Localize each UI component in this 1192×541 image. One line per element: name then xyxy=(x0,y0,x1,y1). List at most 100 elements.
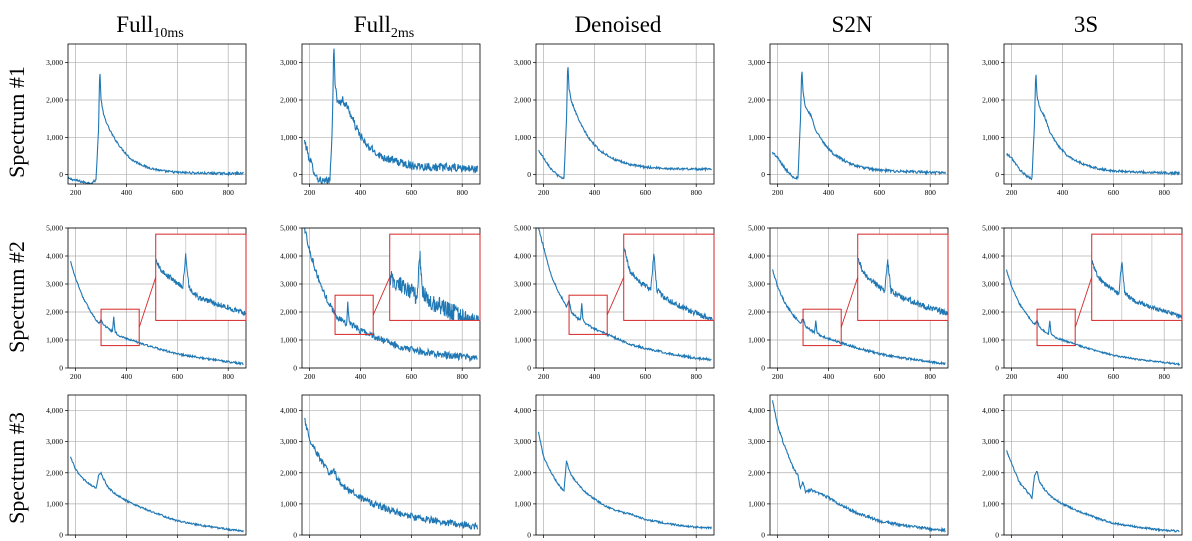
zoom-region-box xyxy=(334,294,374,335)
x-tick-label: 600 xyxy=(172,372,184,381)
spectrum-line xyxy=(303,48,479,184)
x-tick-label: 800 xyxy=(691,188,703,197)
zoom-inset-line xyxy=(1091,260,1182,319)
x-tick-label: 800 xyxy=(925,539,937,541)
x-tick-label: 400 xyxy=(823,539,835,541)
column-title-denoised: Denoised xyxy=(574,12,662,37)
subplot-r1-c1: 200 400 600 800 0 1,000 2,000 3,000 xyxy=(46,43,247,197)
y-tick-label: 0 xyxy=(59,170,63,179)
y-tick-label: 3,000 xyxy=(46,58,63,67)
x-tick-label: 600 xyxy=(1108,539,1120,541)
axes-frame xyxy=(301,43,481,185)
y-tick-label: 2,000 xyxy=(982,468,999,477)
x-tick-label: 800 xyxy=(223,372,235,381)
y-tick-label: 0 xyxy=(527,364,531,373)
y-tick-label: 3,000 xyxy=(46,280,63,289)
x-tick-label: 400 xyxy=(355,539,367,541)
x-tick-label: 800 xyxy=(1159,372,1171,381)
x-tick-label: 800 xyxy=(691,539,703,541)
y-tick-label: 0 xyxy=(293,531,297,540)
y-tick-label: 2,000 xyxy=(280,96,297,105)
axes-frame xyxy=(1003,43,1183,185)
y-tick-label: 2,000 xyxy=(280,308,297,317)
y-tick-label: 0 xyxy=(761,170,765,179)
x-tick-label: 800 xyxy=(457,188,469,197)
spectrum-line xyxy=(304,228,478,363)
y-tick-label: 4,000 xyxy=(982,406,999,415)
zoom-inset-frame xyxy=(1091,233,1183,321)
y-tick-label: 4,000 xyxy=(280,252,297,261)
spectrum-line xyxy=(68,73,244,184)
x-tick-label: 200 xyxy=(1006,188,1018,197)
axes-frame xyxy=(67,394,247,536)
y-tick-label: 2,000 xyxy=(514,96,531,105)
x-tick-label: 600 xyxy=(640,539,652,541)
y-tick-label: 4,000 xyxy=(982,252,999,261)
y-tick-label: 2,000 xyxy=(514,468,531,477)
subplot-r3-c2: 200 400 600 800 0 1,000 2,000 3,000 4,000 xyxy=(280,394,481,541)
y-tick-label: 1,000 xyxy=(514,133,531,142)
y-tick-label: 1,000 xyxy=(748,336,765,345)
y-tick-label: 3,000 xyxy=(280,58,297,67)
y-tick-label: 2,000 xyxy=(982,96,999,105)
zoom-connector xyxy=(138,277,157,328)
zoom-region-box xyxy=(1036,308,1076,347)
x-tick-label: 600 xyxy=(874,372,886,381)
y-tick-label: 0 xyxy=(761,364,765,373)
y-tick-label: 5,000 xyxy=(46,224,63,233)
column-title-full10ms: Full10ms xyxy=(116,12,184,41)
y-tick-label: 5,000 xyxy=(280,224,297,233)
zoom-inset-frame xyxy=(155,233,247,321)
x-tick-label: 800 xyxy=(1159,539,1171,541)
y-tick-label: 2,000 xyxy=(280,468,297,477)
x-tick-label: 600 xyxy=(874,188,886,197)
x-tick-label: 200 xyxy=(538,539,550,541)
x-tick-label: 800 xyxy=(223,539,235,541)
spectrum-line xyxy=(772,269,946,366)
x-tick-label: 800 xyxy=(925,188,937,197)
zoom-inset-frame xyxy=(389,233,481,321)
spectrum-line xyxy=(70,456,244,533)
zoom-inset-bg xyxy=(857,234,948,321)
y-tick-label: 4,000 xyxy=(46,252,63,261)
subplot-r3-c4: 200 400 600 800 0 1,000 2,000 3,000 4,000 xyxy=(748,394,949,541)
y-tick-label: 3,000 xyxy=(514,58,531,67)
zoom-connector xyxy=(1074,277,1093,328)
axes-frame xyxy=(769,394,949,536)
y-tick-label: 5,000 xyxy=(514,224,531,233)
subplot-r2-c5: 200 400 600 800 0 1,000 2,000 3,000 4,000 5,000 xyxy=(982,224,1183,381)
x-tick-label: 600 xyxy=(1108,188,1120,197)
y-tick-label: 0 xyxy=(995,170,999,179)
y-tick-label: 5,000 xyxy=(748,224,765,233)
y-tick-label: 2,000 xyxy=(514,308,531,317)
spectrum-line xyxy=(1006,74,1180,181)
x-tick-label: 200 xyxy=(538,372,550,381)
subplot-r3-c3: 200 400 600 800 0 1,000 2,000 3,000 4,000 xyxy=(514,394,715,541)
x-tick-label: 800 xyxy=(925,372,937,381)
y-tick-label: 0 xyxy=(59,364,63,373)
x-tick-label: 200 xyxy=(772,188,784,197)
x-tick-label: 200 xyxy=(70,188,82,197)
x-tick-label: 400 xyxy=(589,539,601,541)
y-tick-label: 4,000 xyxy=(514,406,531,415)
y-tick-label: 4,000 xyxy=(514,252,531,261)
x-tick-label: 200 xyxy=(304,188,316,197)
y-tick-label: 0 xyxy=(995,364,999,373)
zoom-region-box xyxy=(802,308,842,347)
spectrum-line xyxy=(538,228,712,362)
x-tick-label: 800 xyxy=(691,372,703,381)
subplot-r2-c3: 200 400 600 800 0 1,000 2,000 3,000 4,000 5,000 xyxy=(514,224,715,381)
y-tick-label: 4,000 xyxy=(748,406,765,415)
column-title-3s: 3S xyxy=(1073,12,1099,37)
x-tick-label: 200 xyxy=(304,372,316,381)
subplot-r1-c5: 200 400 600 800 0 1,000 2,000 3,000 xyxy=(982,43,1183,197)
axes-frame xyxy=(535,394,715,536)
x-tick-label: 400 xyxy=(1057,539,1069,541)
y-tick-label: 5,000 xyxy=(982,224,999,233)
x-tick-label: 400 xyxy=(121,188,133,197)
y-tick-label: 2,000 xyxy=(46,468,63,477)
zoom-inset-line xyxy=(155,253,246,316)
y-tick-label: 2,000 xyxy=(748,308,765,317)
